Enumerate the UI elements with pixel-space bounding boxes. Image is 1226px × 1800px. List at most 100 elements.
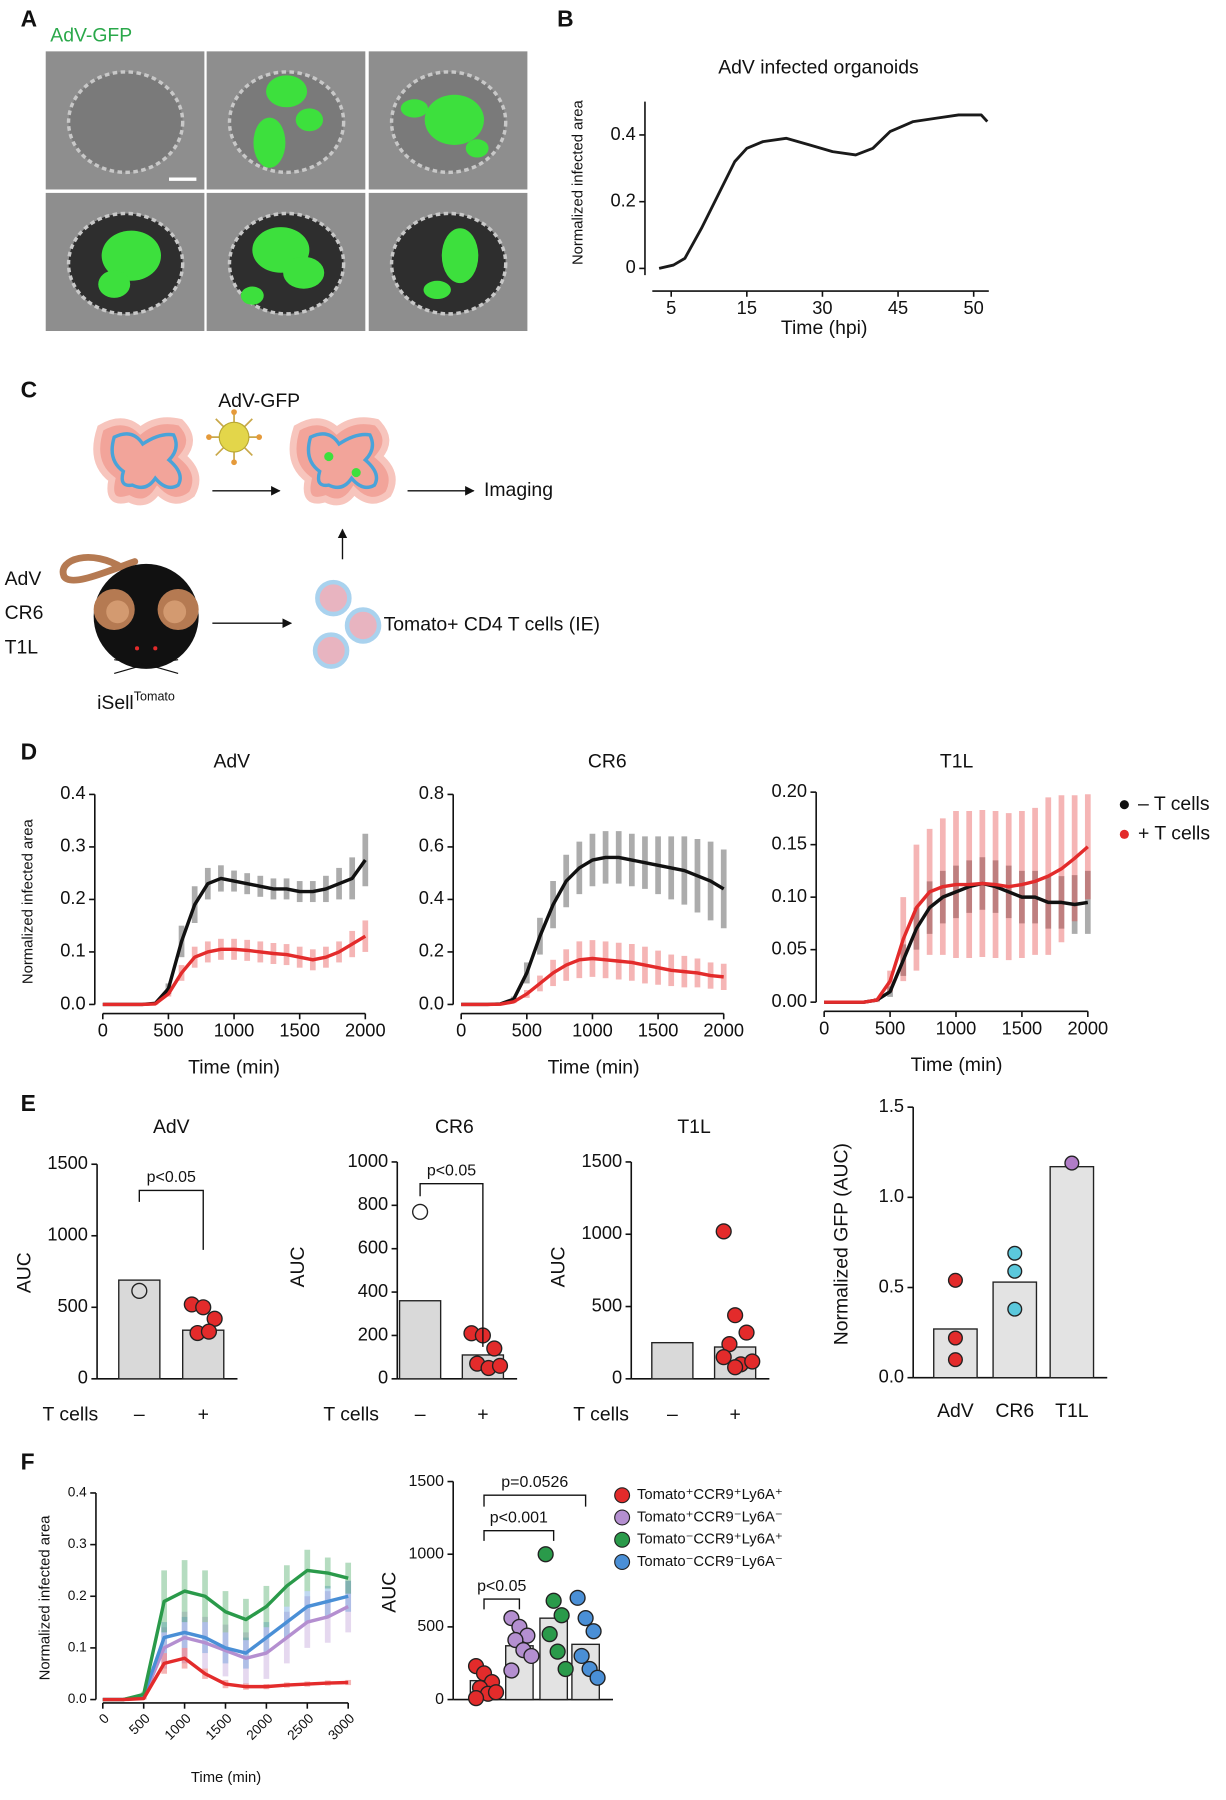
y-tick-label: 800 bbox=[358, 1193, 388, 1214]
data-point bbox=[553, 1607, 570, 1624]
y-tick-label: 0 bbox=[626, 256, 636, 277]
data-point bbox=[947, 1272, 963, 1288]
y-axis-label: Normalized infected area bbox=[21, 819, 37, 985]
gfp-signal bbox=[101, 230, 162, 281]
y-tick-label: 0.05 bbox=[772, 937, 808, 958]
bar bbox=[398, 1300, 442, 1380]
y-tick-label: 0.1 bbox=[60, 940, 85, 961]
legend-swatch bbox=[1119, 829, 1129, 839]
gfp-signal bbox=[295, 108, 324, 132]
virus-tip bbox=[206, 434, 212, 441]
data-point bbox=[947, 1352, 963, 1368]
y-tick-label: 1000 bbox=[348, 1150, 389, 1171]
t-cell bbox=[315, 579, 352, 617]
data-point bbox=[744, 1353, 761, 1370]
y-tick-label: 0.0 bbox=[419, 992, 444, 1013]
legend-label: Tomato⁻CCR9⁺Ly6A⁺ bbox=[637, 1532, 783, 1548]
data-point bbox=[1007, 1263, 1023, 1279]
micrograph bbox=[206, 51, 366, 190]
y-axis-label: AUC bbox=[547, 1246, 569, 1287]
x-tick-label: – bbox=[134, 1403, 145, 1425]
y-tick-label: 0.0 bbox=[60, 992, 85, 1013]
x-tick-label: 500 bbox=[875, 1017, 905, 1038]
micrograph bbox=[368, 51, 528, 190]
data-line bbox=[102, 1568, 349, 1702]
chart-title: CR6 bbox=[435, 1116, 474, 1138]
legend-label: + T cells bbox=[1138, 822, 1210, 844]
significance-bracket bbox=[483, 1494, 587, 1507]
y-tick-label: 0.6 bbox=[419, 835, 444, 856]
image-label: AdV-GFP bbox=[50, 25, 132, 47]
gfp-signal bbox=[423, 280, 451, 300]
y-tick-label: 0.0 bbox=[68, 1691, 87, 1706]
x-axis-label: T cells bbox=[573, 1403, 629, 1425]
y-tick-label: 0 bbox=[435, 1691, 444, 1708]
data-point bbox=[585, 1623, 602, 1640]
cells-label: Tomato+ CD4 T cells (IE) bbox=[384, 614, 600, 636]
x-tick-label: 2000 bbox=[1068, 1017, 1109, 1038]
y-tick-label: 1500 bbox=[582, 1150, 623, 1171]
significance-bracket bbox=[138, 1189, 204, 1250]
mouse-tail bbox=[59, 554, 139, 584]
virus-tip bbox=[256, 434, 263, 441]
x-tick-label: 1000 bbox=[572, 1020, 613, 1041]
x-tick-label: 5 bbox=[666, 297, 676, 318]
data-point bbox=[589, 1669, 606, 1686]
x-tick-label: 50 bbox=[964, 297, 984, 318]
significance-bracket bbox=[483, 1598, 521, 1610]
y-tick-label: 1000 bbox=[582, 1222, 623, 1243]
x-tick-label: 3000 bbox=[325, 1710, 357, 1742]
mouse-inner-ear bbox=[163, 600, 187, 624]
panel-label: A bbox=[21, 6, 37, 32]
significance-bracket bbox=[419, 1182, 484, 1347]
chart-title: T1L bbox=[940, 751, 974, 773]
data-line bbox=[461, 956, 724, 1007]
y-tick-label: 0.2 bbox=[610, 190, 635, 211]
data-point bbox=[549, 1643, 566, 1660]
y-axis-label: AUC bbox=[379, 1572, 401, 1613]
chart-title: AdV infected organoids bbox=[718, 57, 919, 79]
x-tick-label: + bbox=[729, 1403, 740, 1425]
significance-label: p<0.001 bbox=[490, 1509, 548, 1526]
infection-spot bbox=[324, 451, 334, 462]
y-tick-label: 1.5 bbox=[879, 1095, 904, 1116]
data-line bbox=[102, 1656, 349, 1702]
gfp-signal bbox=[266, 75, 308, 108]
y-tick-label: 0.4 bbox=[419, 887, 444, 908]
data-point bbox=[200, 1323, 218, 1340]
x-tick-label: 1000 bbox=[214, 1020, 255, 1041]
x-tick-label: 500 bbox=[153, 1020, 183, 1041]
x-tick-label: T1L bbox=[1055, 1400, 1089, 1422]
panel-label: F bbox=[21, 1448, 35, 1474]
virus-capsid bbox=[218, 421, 250, 453]
data-line bbox=[824, 845, 1089, 1004]
t-cell bbox=[312, 632, 350, 669]
readout-label: Imaging bbox=[484, 479, 553, 501]
x-tick-label: 1000 bbox=[162, 1710, 194, 1742]
strain-label: CR6 bbox=[5, 602, 44, 624]
mouse-eye bbox=[153, 646, 158, 651]
data-point bbox=[715, 1223, 732, 1240]
y-tick-label: 500 bbox=[592, 1294, 622, 1315]
x-tick-label: 2500 bbox=[284, 1710, 316, 1742]
data-point bbox=[1007, 1245, 1023, 1261]
chart-title: AdV bbox=[213, 751, 250, 773]
virus-label: AdV-GFP bbox=[218, 390, 300, 412]
data-point bbox=[715, 1349, 732, 1366]
x-tick-label: 15 bbox=[737, 297, 757, 318]
y-tick-label: 0.2 bbox=[60, 887, 85, 908]
data-point bbox=[1064, 1155, 1080, 1171]
organoid-infected bbox=[293, 421, 392, 502]
x-tick-label: 2000 bbox=[703, 1020, 744, 1041]
y-tick-label: 500 bbox=[57, 1295, 87, 1316]
legend-label: – T cells bbox=[1138, 793, 1210, 815]
x-tick-label: 0 bbox=[98, 1020, 108, 1041]
chart-title: AdV bbox=[153, 1116, 190, 1138]
x-tick-label: – bbox=[415, 1403, 426, 1425]
data-point bbox=[947, 1330, 963, 1346]
micrograph bbox=[368, 192, 528, 332]
virus-tip bbox=[231, 459, 237, 466]
